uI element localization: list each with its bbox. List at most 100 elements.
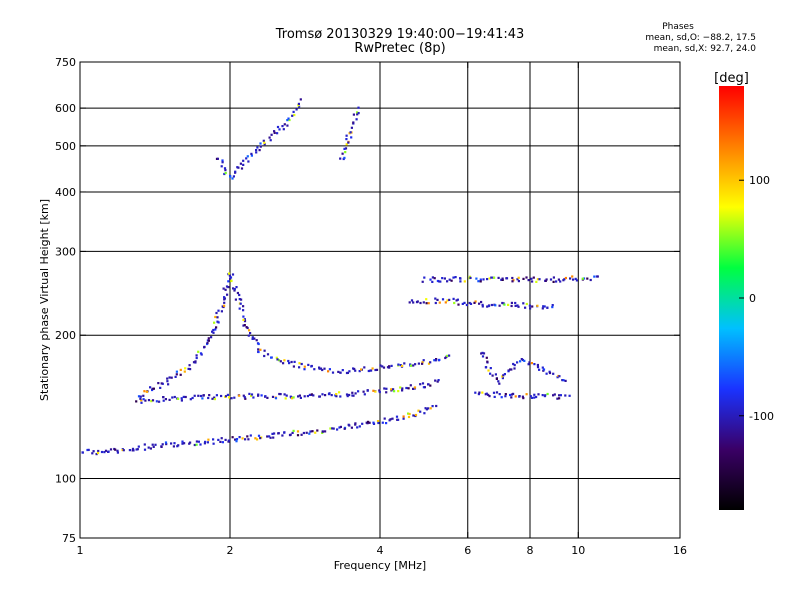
echo-point xyxy=(277,359,281,362)
echo-point xyxy=(475,277,478,280)
colorbar-tick-label: -100 xyxy=(749,410,774,423)
echo-point xyxy=(444,301,447,304)
echo-point xyxy=(256,146,259,149)
echo-point xyxy=(529,307,532,310)
echo-point xyxy=(572,278,575,281)
echo-point xyxy=(291,114,294,117)
echo-point xyxy=(503,303,506,306)
echo-point xyxy=(448,354,451,357)
echo-point xyxy=(354,422,357,425)
y-tick-label: 400 xyxy=(55,186,76,199)
echo-point xyxy=(397,418,400,421)
echo-point xyxy=(225,285,229,288)
echo-point xyxy=(323,367,326,370)
echo-point xyxy=(374,390,377,393)
y-tick-label: 300 xyxy=(55,245,76,258)
echo-point xyxy=(481,391,484,394)
echo-point xyxy=(297,395,300,398)
echo-point xyxy=(104,449,108,452)
echo-point xyxy=(227,286,230,289)
echo-point xyxy=(224,169,227,172)
echo-point xyxy=(256,438,259,441)
echo-point xyxy=(223,297,226,300)
echo-point xyxy=(558,397,561,400)
echo-point xyxy=(279,393,282,396)
echo-point xyxy=(97,449,100,453)
echo-point xyxy=(214,315,217,319)
echo-point xyxy=(290,360,293,364)
echo-point xyxy=(452,297,455,300)
echo-point xyxy=(276,132,279,135)
echo-point xyxy=(514,301,517,305)
echo-point xyxy=(164,441,168,444)
echo-point xyxy=(162,399,165,402)
echo-point xyxy=(259,145,262,148)
echo-point xyxy=(321,430,324,433)
echo-point xyxy=(407,412,410,415)
echo-point xyxy=(335,395,338,398)
echo-point xyxy=(100,450,104,454)
echo-point xyxy=(273,432,276,435)
echo-point xyxy=(463,280,466,283)
echo-point xyxy=(563,278,566,281)
echo-point xyxy=(357,106,360,109)
echo-point xyxy=(245,157,248,160)
echo-point xyxy=(357,112,360,115)
echo-point xyxy=(135,448,138,451)
echo-point xyxy=(552,276,555,279)
echo-point xyxy=(300,433,303,436)
echo-point xyxy=(416,300,419,303)
echo-point xyxy=(423,276,426,279)
echo-point xyxy=(542,369,545,372)
echo-point xyxy=(546,392,549,396)
phase-colorbar: [deg] 100 0 -100 xyxy=(714,71,774,510)
echo-point xyxy=(493,395,496,398)
echo-point xyxy=(553,393,556,396)
echo-point xyxy=(397,363,400,366)
echo-point xyxy=(345,393,349,396)
echo-point xyxy=(251,337,254,340)
echo-point xyxy=(215,394,218,397)
echo-point xyxy=(297,104,300,107)
echo-point xyxy=(271,432,274,435)
echo-point xyxy=(421,280,424,283)
echo-point xyxy=(253,337,256,340)
echo-point xyxy=(422,359,425,362)
echo-point xyxy=(485,356,488,359)
echo-point xyxy=(207,339,210,342)
echo-point xyxy=(556,397,559,400)
echo-point xyxy=(409,384,412,387)
echo-point xyxy=(341,152,344,155)
echo-point xyxy=(559,280,562,283)
data-points xyxy=(81,98,599,456)
echo-point xyxy=(456,298,459,301)
echo-point xyxy=(231,273,235,276)
echo-point xyxy=(439,280,442,283)
echo-point xyxy=(436,298,439,301)
echo-point xyxy=(266,396,269,399)
echo-point xyxy=(468,301,471,305)
echo-point xyxy=(552,394,555,397)
echo-point xyxy=(532,276,535,279)
echo-point xyxy=(206,341,209,345)
echo-point xyxy=(498,382,501,385)
echo-point xyxy=(519,360,522,363)
echo-point xyxy=(227,439,230,442)
echo-point xyxy=(242,318,245,321)
echo-point xyxy=(385,387,388,390)
echo-point xyxy=(368,421,371,424)
echo-point xyxy=(503,373,506,376)
echo-point xyxy=(172,445,175,448)
echo-point xyxy=(151,388,154,392)
echo-point xyxy=(537,393,540,396)
echo-point xyxy=(488,277,491,280)
echo-point xyxy=(238,307,241,310)
echo-point xyxy=(344,147,348,150)
echo-point xyxy=(361,422,364,425)
echo-point xyxy=(251,336,254,339)
echo-point xyxy=(143,390,146,393)
echo-point xyxy=(433,277,436,280)
echo-point xyxy=(512,392,515,395)
echo-point xyxy=(339,395,342,398)
echo-point xyxy=(197,350,200,353)
